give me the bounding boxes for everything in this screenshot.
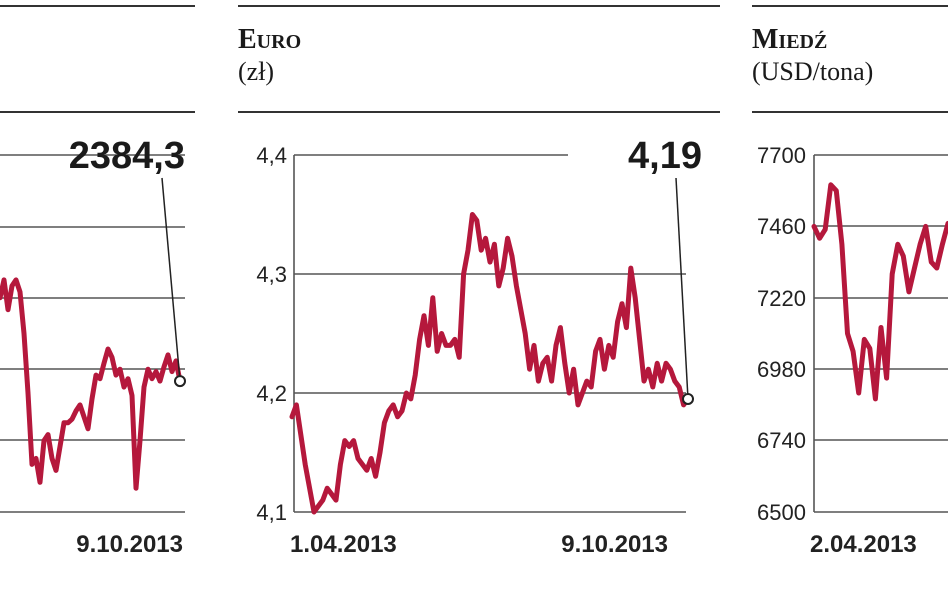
panel-3-x-label-start: 2.04.2013 — [810, 531, 917, 558]
panel-1-x-label-end: 9.10.2013 — [76, 531, 183, 558]
panel-3-y-tick-label: 6740 — [757, 428, 806, 453]
panel-1-gridlines — [0, 154, 185, 513]
panel-3-y-tick-label: 6500 — [757, 500, 806, 525]
panel-2-y-tick-label: 4,4 — [256, 143, 287, 168]
panel-2-y-tick-label: 4,1 — [256, 500, 287, 525]
panel-2-y-tick-label: 4,3 — [256, 262, 287, 287]
chart-panel-3: Miedź (USD/tona) 7700 7460 7220 6980 6740 650… — [752, 5, 948, 558]
panel-3-y-tick-label: 7220 — [757, 286, 806, 311]
panel-1-last-point — [174, 375, 186, 388]
panel-3-y-tick-label: 7700 — [757, 143, 806, 168]
panel-1-last-value-label: 2384,3 — [69, 135, 185, 177]
panel-3-y-tick-label: 7460 — [757, 214, 806, 239]
panel-3-series-line — [811, 182, 948, 402]
chart-panel-1: 2384,3 9.10.2013 — [0, 5, 195, 558]
panel-3-y-tick-label: 6980 — [757, 357, 806, 382]
panel-2-last-value-label: 4,19 — [628, 135, 702, 177]
panel-2-y-tick-label: 4,2 — [256, 381, 287, 406]
panel-2-title: Euro — [238, 24, 301, 55]
panel-2-unit: (zł) — [238, 57, 274, 86]
panel-1-series-line — [0, 277, 183, 491]
panel-2-x-label-start: 1.04.2013 — [290, 531, 397, 558]
panel-3-title: Miedź — [752, 24, 827, 55]
panel-2-last-value-leader — [675, 177, 689, 399]
panel-2-series-line — [289, 212, 691, 515]
chart-panel-2: Euro (zł) 4,4 4,3 4,2 4,1 4,19 1.04.2013 9.… — [238, 5, 720, 558]
panel-2-gridlines — [293, 154, 686, 513]
panel-2-last-point — [682, 392, 694, 405]
panel-3-y-ticks: 7700 7460 7220 6980 6740 6500 — [757, 143, 806, 525]
panel-1-last-value-leader — [161, 177, 181, 382]
panel-2-x-label-end: 9.10.2013 — [561, 531, 668, 558]
panel-2-y-ticks: 4,4 4,3 4,2 4,1 — [256, 143, 287, 525]
panel-3-gridlines — [813, 154, 948, 513]
panel-3-unit: (USD/tona) — [752, 57, 873, 86]
